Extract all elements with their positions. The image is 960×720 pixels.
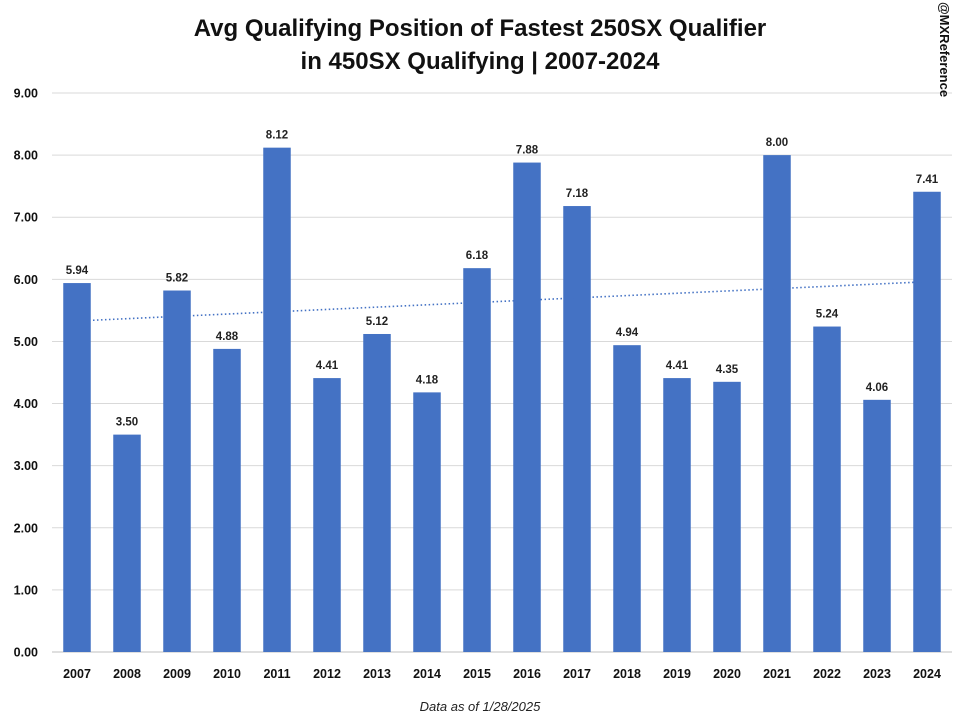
y-tick-label: 8.00 — [14, 149, 38, 163]
data-label-2016: 7.88 — [516, 145, 539, 157]
data-label-2012: 4.41 — [316, 360, 339, 372]
x-tick-label: 2008 — [113, 667, 141, 681]
data-label-2011: 8.12 — [266, 130, 288, 142]
chart-title-line1: Avg Qualifying Position of Fastest 250SX… — [194, 15, 767, 42]
trendline — [76, 280, 928, 322]
bar-2022 — [813, 326, 841, 652]
bar-2012 — [313, 378, 341, 652]
bar-2019 — [663, 378, 691, 652]
bar-2017 — [563, 206, 591, 652]
data-label-2013: 5.12 — [366, 316, 388, 328]
y-tick-label: 4.00 — [14, 397, 38, 411]
data-label-2017: 7.18 — [566, 188, 589, 200]
bar-2015 — [463, 268, 491, 652]
data-label-2007: 5.94 — [66, 265, 89, 277]
data-labels: 5.94 3.50 5.82 4.88 8.12 4.41 5.12 4.18 6.18 7.88… — [66, 130, 939, 429]
bar-2023 — [863, 399, 891, 652]
x-tick-label: 2021 — [763, 667, 791, 681]
bar-2013 — [363, 333, 391, 652]
trendline-line — [76, 280, 928, 322]
x-tick-label: 2012 — [313, 667, 341, 681]
x-tick-label: 2015 — [463, 667, 491, 681]
x-tick-label: 2007 — [63, 667, 91, 681]
bar-2018 — [613, 345, 641, 652]
data-label-2008: 3.50 — [116, 417, 138, 429]
x-tick-label: 2018 — [613, 667, 641, 681]
y-axis-ticks: 0.00 1.00 2.00 3.00 4.00 5.00 6.00 7.00 8.00 9.00 — [14, 87, 38, 660]
y-tick-label: 2.00 — [14, 521, 38, 535]
x-tick-label: 2011 — [263, 667, 290, 681]
x-tick-label: 2022 — [813, 667, 841, 681]
x-axis-ticks: 2007 2008 2009 2010 2011 2012 2013 2014 2015 2016… — [63, 667, 941, 681]
y-gridlines — [52, 92, 952, 653]
x-tick-label: 2019 — [663, 667, 691, 681]
data-label-2022: 5.24 — [816, 309, 839, 321]
data-label-2014: 4.18 — [416, 374, 439, 386]
footnote: Data as of 1/28/2025 — [420, 699, 541, 714]
y-tick-label: 1.00 — [14, 583, 38, 597]
data-label-2015: 6.18 — [466, 250, 489, 262]
bar-2010 — [213, 348, 241, 652]
data-label-2010: 4.88 — [216, 331, 239, 343]
bar-2014 — [413, 392, 441, 652]
y-tick-label: 6.00 — [14, 273, 38, 287]
x-tick-label: 2017 — [563, 667, 591, 681]
x-tick-label: 2013 — [363, 667, 391, 681]
data-label-2019: 4.41 — [666, 360, 689, 372]
bar-2021 — [763, 155, 791, 652]
watermark: @MXReference — [937, 2, 952, 97]
bar-2020 — [713, 381, 741, 652]
y-tick-label: 9.00 — [14, 87, 38, 101]
x-tick-label: 2010 — [213, 667, 241, 681]
data-label-2018: 4.94 — [616, 327, 639, 339]
data-label-2009: 5.82 — [166, 273, 188, 285]
x-tick-label: 2020 — [713, 667, 741, 681]
data-label-2024: 7.41 — [916, 174, 939, 186]
chart-title-line2: in 450SX Qualifying | 2007-2024 — [301, 48, 661, 75]
x-tick-label: 2023 — [863, 667, 891, 681]
x-tick-label: 2014 — [413, 667, 441, 681]
y-tick-label: 7.00 — [14, 211, 38, 225]
data-label-2023: 4.06 — [866, 382, 888, 394]
bar-2008 — [113, 434, 141, 652]
data-label-2020: 4.35 — [716, 364, 739, 376]
x-tick-label: 2009 — [163, 667, 191, 681]
y-tick-label: 0.00 — [14, 646, 38, 660]
bars — [63, 147, 941, 653]
y-tick-label: 5.00 — [14, 335, 38, 349]
bar-2011 — [263, 147, 291, 652]
bar-2016 — [513, 162, 541, 652]
bar-2024 — [913, 191, 941, 653]
x-tick-label: 2016 — [513, 667, 541, 681]
bar-2007 — [63, 283, 91, 652]
data-label-2021: 8.00 — [766, 137, 788, 149]
bar-2009 — [163, 290, 191, 652]
y-tick-label: 3.00 — [14, 459, 38, 473]
x-tick-label: 2024 — [913, 667, 941, 681]
